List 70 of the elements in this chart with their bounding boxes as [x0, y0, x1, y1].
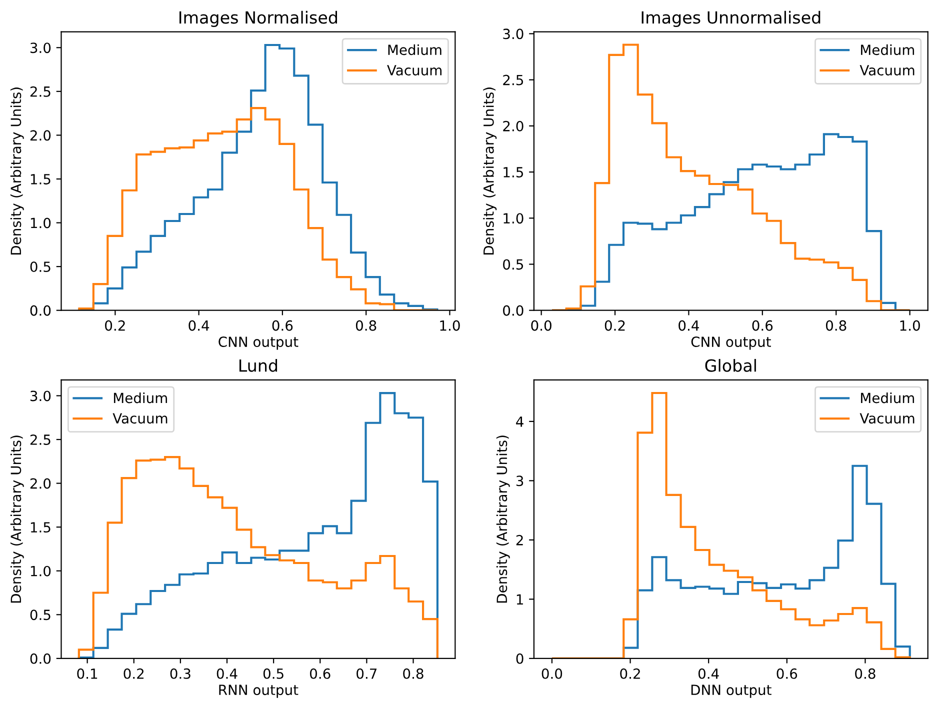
x-tick-label: 0.4: [216, 668, 238, 679]
legend-label: Medium: [861, 392, 914, 404]
y-tick-label: 0.0: [30, 653, 51, 664]
chart-title: Images Normalised: [180, 10, 337, 27]
legend-label: Medium: [114, 392, 167, 404]
x-tick-label: 0.3: [170, 668, 190, 679]
x-tick-label: 0.2: [620, 668, 640, 679]
legend-label: Medium: [861, 44, 914, 56]
x-tick-label: 0.0: [542, 668, 562, 679]
x-tick-label: 0.7: [356, 668, 377, 679]
y-tick-label: 4: [516, 416, 524, 427]
y-tick-label: 0: [516, 653, 524, 664]
y-tick-label: 3.0: [503, 28, 524, 40]
y-tick-label: 1.5: [30, 174, 50, 184]
x-tick-label: 0.4: [698, 668, 719, 679]
y-axis-title: Density (Arbitrary Units): [10, 88, 24, 254]
y-tick-label: 3: [516, 476, 524, 486]
legend-label: Vacuum: [860, 65, 914, 76]
y-tick-label: 0.0: [503, 305, 524, 316]
x-tick-label: 0.5: [263, 668, 284, 679]
x-tick-label: 1.0: [900, 320, 920, 331]
y-tick-label: 2.0: [503, 120, 524, 132]
legend-label: Vacuum: [860, 413, 914, 424]
y-tick-label: 0.5: [30, 610, 50, 620]
y-tick-label: 3.0: [30, 42, 51, 54]
x-axis-title: CNN output: [218, 336, 298, 350]
y-tick-label: 0.0: [30, 305, 51, 316]
y-tick-label: 2.5: [503, 74, 524, 86]
x-tick-label: 0.8: [826, 320, 846, 331]
x-tick-label: 0.8: [356, 320, 376, 331]
y-tick-label: 2.5: [30, 86, 50, 97]
legend-label: Vacuum: [112, 413, 168, 424]
x-tick-label: 0.4: [188, 320, 210, 331]
y-tick-label: 1.5: [30, 522, 50, 533]
y-tick-label: 1.0: [30, 218, 51, 228]
chart-title: Images Unnormalised: [642, 10, 820, 27]
y-axis-title: Density (Arbitrary Units): [10, 436, 24, 603]
y-tick-label: 3.0: [30, 390, 51, 402]
x-tick-label: 0.6: [272, 320, 293, 331]
chart-title: Global: [705, 358, 756, 372]
chart-title: Lund: [239, 358, 278, 372]
x-axis-title: CNN output: [691, 336, 771, 350]
x-axis-title: RNN output: [219, 684, 298, 698]
y-tick-label: 1: [516, 594, 523, 604]
y-tick-label: 0.5: [503, 259, 524, 270]
y-tick-label: 1.5: [504, 167, 524, 178]
x-axis-title: DNN output: [691, 684, 772, 698]
x-tick-label: 0.8: [855, 668, 876, 679]
x-tick-label: 0.2: [105, 320, 125, 331]
y-tick-label: 2.0: [30, 130, 51, 141]
y-tick-label: 2.0: [30, 478, 51, 489]
y-tick-label: 1.0: [30, 566, 51, 576]
x-tick-label: 0.6: [310, 668, 330, 679]
y-tick-label: 0.5: [30, 262, 50, 272]
x-tick-label: 0.0: [531, 320, 552, 331]
y-tick-label: 2: [516, 534, 523, 546]
x-tick-label: 0.4: [678, 320, 699, 331]
legend-label: Medium: [388, 44, 442, 56]
y-axis-title: Density (Arbitrary Units): [483, 88, 497, 254]
x-tick-label: 0.2: [604, 320, 625, 331]
x-tick-label: 1.0: [440, 320, 460, 331]
x-tick-label: 0.1: [77, 668, 98, 679]
legend-label: Vacuum: [387, 65, 442, 76]
x-tick-label: 0.6: [752, 320, 773, 331]
y-tick-label: 2.5: [30, 434, 50, 445]
x-tick-label: 0.6: [776, 668, 798, 679]
y-tick-label: 1.0: [504, 213, 524, 224]
x-tick-label: 0.8: [403, 668, 424, 679]
y-axis-title: Density (Arbitrary Units): [496, 436, 510, 603]
x-tick-label: 0.2: [124, 668, 144, 679]
